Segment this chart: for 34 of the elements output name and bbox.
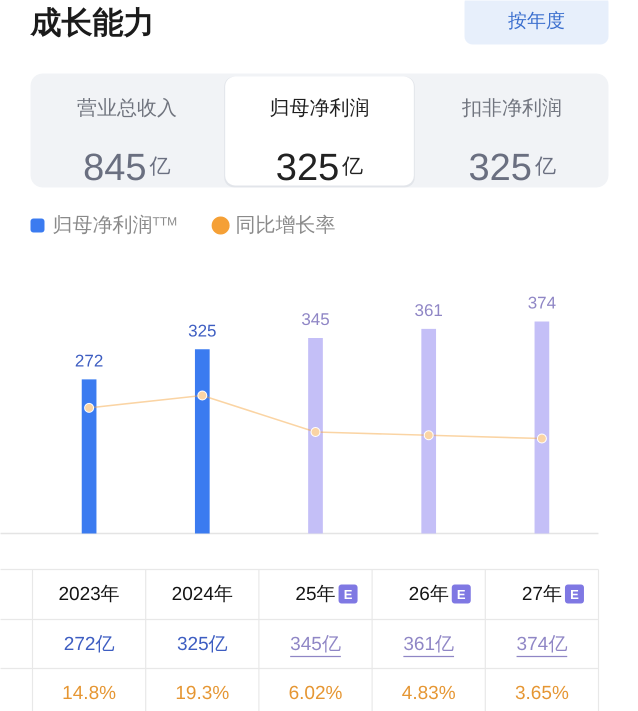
data-label: 361 (414, 300, 443, 320)
text: 345亿 (290, 634, 341, 655)
legend-label: 同比增长率 (236, 214, 336, 236)
data-label: 374 (528, 294, 556, 312)
x-tick-label: 27年 (522, 584, 562, 605)
bar (82, 379, 96, 534)
x-tick-label: 26年 (408, 584, 449, 605)
data-label: 6.02% (288, 683, 343, 704)
text: 374亿 (516, 634, 568, 655)
text: 成长能力 (30, 5, 154, 40)
data-label: 325 (188, 321, 216, 340)
text: 归母净利润 (270, 98, 370, 120)
data-label: 19.3% (175, 683, 230, 704)
text: 营业总收入 (76, 98, 177, 120)
bar (534, 322, 550, 534)
x-tick-label: 2023年 (58, 584, 120, 605)
data-label: 272 (74, 351, 104, 370)
x-tick-label: 25年 (295, 584, 336, 605)
data-label: 4.83% (402, 683, 456, 704)
data-label: 3.65% (514, 683, 569, 704)
text: 扣非净利润 (461, 98, 562, 120)
text: 361亿 (403, 634, 454, 655)
bar (421, 328, 436, 534)
text: E (570, 587, 580, 602)
x-tick-label: 2024年 (172, 584, 233, 605)
text: 272亿 (64, 634, 114, 655)
data-label: 14.8% (62, 683, 116, 704)
text: E (344, 587, 353, 602)
bar (194, 349, 210, 534)
bar (308, 338, 323, 534)
text: 按年度 (508, 10, 565, 32)
text: E (456, 587, 466, 602)
data-label: 345 (301, 310, 330, 329)
text: 325亿 (176, 634, 228, 655)
